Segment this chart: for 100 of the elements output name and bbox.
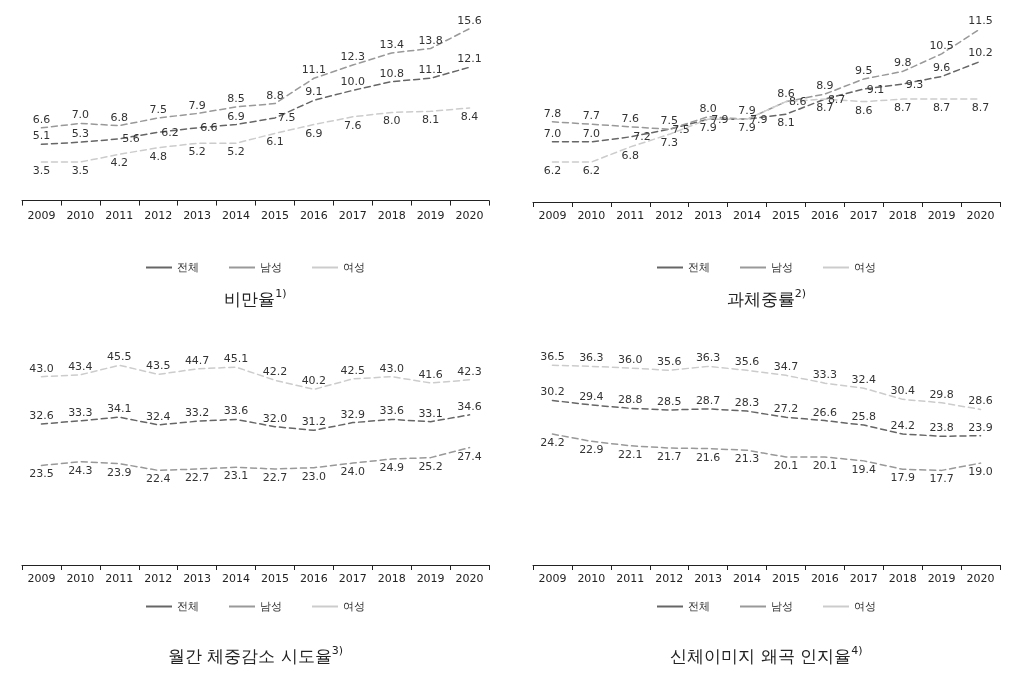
data-label: 35.6 — [734, 355, 760, 369]
data-label: 27.2 — [773, 402, 799, 416]
data-label: 7.9 — [188, 98, 206, 112]
data-label: 45.5 — [107, 350, 132, 364]
x-tick-label: 2012 — [655, 572, 684, 585]
data-label: 4.2 — [110, 156, 129, 170]
data-label: 25.8 — [851, 410, 877, 424]
x-tick-label: 2009 — [538, 209, 567, 222]
data-label: 27.4 — [457, 449, 482, 463]
data-label: 33.1 — [418, 406, 443, 420]
x-tick-label: 2015 — [260, 209, 289, 222]
data-label: 17.9 — [890, 471, 915, 485]
data-label: 28.5 — [656, 394, 682, 408]
data-label: 40.2 — [301, 374, 327, 388]
data-label: 21.6 — [695, 450, 721, 464]
x-tick-label: 2010 — [66, 209, 95, 222]
data-label: 8.0 — [699, 101, 717, 115]
data-label: 6.8 — [621, 148, 640, 162]
x-tick-label: 2019 — [416, 572, 445, 585]
data-label: 21.3 — [734, 452, 760, 466]
data-label: 8.5 — [227, 91, 245, 105]
data-label: 23.8 — [929, 421, 954, 435]
data-label: 20.1 — [773, 458, 799, 472]
data-label: 8.7 — [893, 101, 912, 115]
data-label: 7.0 — [582, 126, 601, 140]
data-label: 21.7 — [656, 450, 682, 464]
data-label: 6.2 — [543, 164, 562, 177]
data-label: 26.6 — [812, 405, 838, 419]
data-label: 7.7 — [582, 109, 601, 123]
data-label: 5.2 — [188, 145, 206, 159]
x-tick-label: 2015 — [771, 572, 800, 585]
legend-label: 전체 — [177, 261, 199, 274]
data-label: 22.7 — [262, 471, 288, 485]
data-label: 22.4 — [145, 472, 171, 486]
data-label: 31.2 — [301, 415, 327, 429]
data-label: 7.5 — [149, 102, 167, 116]
data-label: 10.2 — [968, 46, 993, 60]
data-label: 42.3 — [457, 364, 482, 378]
x-tick-label: 2010 — [66, 572, 95, 585]
data-label: 29.8 — [929, 387, 954, 401]
data-label: 8.0 — [382, 114, 401, 128]
x-tick-label: 2019 — [416, 209, 445, 222]
data-label: 28.6 — [968, 394, 993, 408]
x-tick-label: 2014 — [222, 209, 251, 222]
data-label: 8.1 — [421, 113, 440, 127]
legend-label: 여성 — [854, 261, 876, 274]
x-tick-label: 2017 — [338, 209, 367, 222]
x-tick-label: 2011 — [105, 209, 134, 222]
legend-label: 전체 — [688, 261, 710, 274]
data-label: 7.0 — [543, 126, 562, 140]
data-label: 28.7 — [695, 393, 721, 407]
data-label: 12.1 — [457, 52, 482, 66]
data-label: 23.0 — [301, 469, 327, 483]
data-label: 3.5 — [32, 164, 51, 177]
x-tick-label: 2018 — [888, 572, 917, 585]
data-label: 23.5 — [29, 467, 54, 481]
data-label: 4.8 — [149, 149, 167, 163]
data-label: 5.3 — [71, 127, 90, 141]
x-tick-label: 2018 — [888, 209, 917, 222]
data-label: 8.6 — [855, 103, 873, 117]
data-label: 36.5 — [540, 350, 565, 364]
x-tick-label: 2015 — [771, 209, 800, 222]
x-tick-label: 2018 — [377, 572, 406, 585]
data-label: 11.1 — [301, 63, 327, 77]
legend-label: 전체 — [177, 600, 199, 613]
data-label: 29.4 — [579, 389, 604, 403]
legend-label: 전체 — [688, 600, 710, 613]
data-label: 17.7 — [929, 472, 954, 486]
data-label: 7.2 — [633, 130, 651, 144]
x-tick-label: 2017 — [849, 572, 878, 585]
x-tick-label: 2016 — [299, 572, 328, 585]
data-label: 30.2 — [540, 385, 565, 399]
x-tick-label: 2012 — [144, 572, 173, 585]
x-tick-label: 2013 — [183, 209, 212, 222]
data-label: 43.0 — [29, 361, 54, 375]
x-tick-label: 2009 — [538, 572, 567, 585]
data-label: 5.1 — [32, 129, 51, 143]
data-label: 23.1 — [223, 469, 249, 483]
data-label: 24.3 — [68, 463, 93, 477]
data-label: 23.9 — [968, 420, 993, 434]
data-label: 12.3 — [340, 50, 366, 64]
legend-label: 남성 — [260, 600, 282, 613]
x-tick-label: 2017 — [338, 572, 367, 585]
data-label: 33.2 — [184, 406, 210, 420]
x-tick-label: 2010 — [577, 209, 606, 222]
x-tick-label: 2019 — [927, 209, 956, 222]
legend-label: 여성 — [854, 600, 876, 613]
x-tick-label: 2014 — [733, 572, 762, 585]
data-label: 6.9 — [227, 109, 245, 123]
data-label: 32.0 — [262, 411, 288, 425]
x-tick-label: 2013 — [694, 209, 723, 222]
x-tick-label: 2011 — [616, 572, 645, 585]
x-tick-label: 2017 — [849, 209, 878, 222]
data-label: 28.3 — [734, 396, 760, 410]
x-tick-label: 2020 — [455, 572, 484, 585]
data-label: 35.6 — [656, 355, 682, 369]
data-label: 44.7 — [184, 353, 210, 367]
data-label: 42.2 — [262, 365, 288, 379]
x-tick-label: 2020 — [966, 209, 995, 222]
data-label: 22.9 — [579, 443, 604, 457]
